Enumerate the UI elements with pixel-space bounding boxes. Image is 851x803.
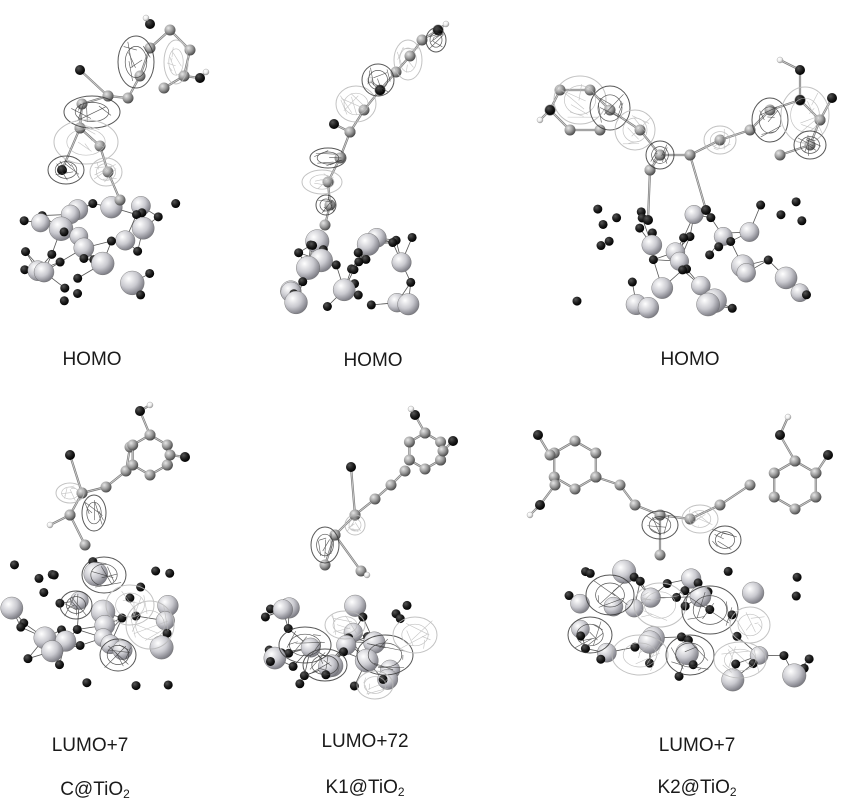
dye-chain: [178, 68, 210, 83]
molecule-k2-lumo: [526, 413, 833, 692]
dye-chain: [810, 450, 833, 479]
tio2-cluster: [280, 228, 420, 316]
molecule-c-lumo: [0, 401, 190, 691]
dye-chain: [346, 462, 361, 521]
dye-chain: [590, 471, 756, 525]
label-k1-lumo: LUMO+72: [321, 731, 409, 752]
panel-c-homo: [0, 0, 280, 330]
dye-chain: [329, 529, 371, 579]
orbital-isosurface: [278, 514, 438, 700]
dye-chain: [319, 465, 411, 571]
dye-chain: [74, 24, 196, 206]
dye-chain: [65, 450, 88, 499]
label-k2-homo: HOMO: [660, 349, 720, 370]
dye-chain: [164, 449, 190, 462]
panel-k1-lumo: [260, 395, 465, 705]
orbital-isosurface: [567, 504, 771, 679]
molecule-k1-homo: [280, 20, 450, 316]
dye-chain: [75, 65, 114, 102]
molecule-c-homo: [19, 14, 210, 306]
dye-chain: [57, 122, 86, 175]
panel-k2-lumo: [510, 395, 845, 705]
dye-chain: [64, 441, 136, 551]
dye-chain: [776, 56, 805, 105]
dye-chain: [533, 430, 556, 461]
orbital-isosurface: [47, 35, 189, 187]
dye-chain: [142, 14, 155, 29]
system-label-c: C@TiO2: [60, 779, 130, 801]
panel-k2-homo: [520, 30, 850, 330]
dye-chain: [329, 119, 356, 138]
dye-chain: [684, 149, 711, 215]
orbital-isosurface: [55, 482, 175, 672]
dye-chain: [437, 436, 458, 457]
system-label-k1: K1@TiO2: [325, 777, 405, 799]
tio2-cluster: [0, 557, 179, 691]
label-c-homo: HOMO: [62, 349, 122, 370]
tio2-cluster: [572, 197, 811, 319]
dye-chain: [135, 401, 156, 441]
label-k1-homo: HOMO: [343, 350, 403, 371]
dye-chain: [319, 24, 444, 231]
dye-chain: [526, 479, 561, 519]
label-k2-lumo: LUMO+7: [658, 735, 736, 756]
panel-c-lumo: [0, 395, 280, 705]
label-c-lumo: LUMO+7: [51, 735, 129, 756]
dye-chain: [366, 76, 385, 95]
molecule-k2-homo: [536, 56, 837, 319]
dye-chain: [814, 93, 837, 126]
panel-k1-homo: [270, 0, 450, 330]
dye-chain: [407, 405, 431, 439]
orbital-isosurface: [553, 75, 830, 170]
dye-chain: [775, 413, 801, 467]
tio2-cluster: [260, 594, 412, 691]
orbital-isosurface: [301, 27, 447, 216]
dye-chain: [536, 105, 555, 124]
molecule-k1-lumo: [260, 405, 458, 700]
dye-chain: [46, 509, 76, 529]
system-label-k2: K2@TiO2: [657, 777, 737, 799]
tio2-cluster: [19, 196, 181, 306]
